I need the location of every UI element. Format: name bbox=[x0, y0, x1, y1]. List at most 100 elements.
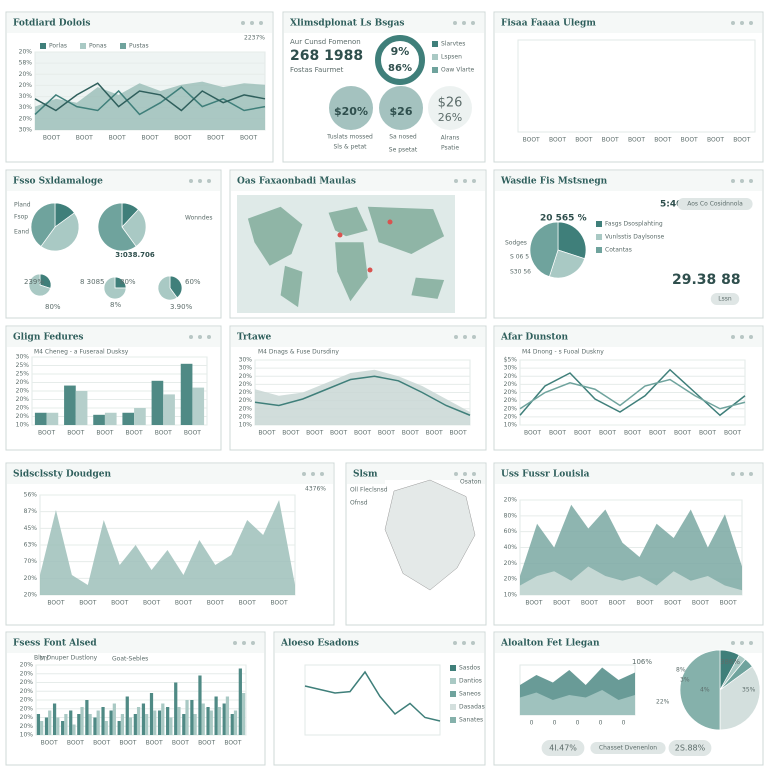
header-icon bbox=[251, 641, 255, 645]
panel-header bbox=[7, 464, 333, 484]
note: 20 565 % bbox=[540, 214, 587, 224]
bar bbox=[149, 693, 154, 735]
x-label: BOOT bbox=[681, 137, 698, 144]
bar bbox=[52, 703, 57, 735]
panel-title: Afar Dunston bbox=[500, 333, 569, 343]
bar bbox=[230, 714, 234, 735]
bar bbox=[109, 710, 113, 735]
note: Psatie bbox=[441, 145, 459, 152]
header-icon bbox=[472, 472, 476, 476]
note: 60% bbox=[185, 278, 201, 286]
button bbox=[590, 742, 666, 754]
button bbox=[677, 198, 753, 210]
y-label: 20% bbox=[20, 679, 34, 686]
bar bbox=[101, 707, 105, 735]
note: 29.38 88 bbox=[672, 272, 741, 288]
kpi-circle bbox=[428, 86, 472, 130]
note: 8% bbox=[676, 667, 686, 674]
x-label: 0 bbox=[599, 720, 603, 727]
panel-header bbox=[7, 171, 220, 191]
panel-title: Sidsclssty Doudgen bbox=[13, 470, 111, 480]
note: Goat-Sebles bbox=[112, 656, 148, 663]
legend-swatch bbox=[596, 247, 602, 253]
x-label: BOOT bbox=[402, 430, 419, 437]
legend-label: Dantios bbox=[459, 678, 482, 685]
legend-swatch bbox=[450, 665, 456, 671]
x-label: BOOT bbox=[282, 430, 299, 437]
bar bbox=[64, 714, 68, 735]
x-label: BOOT bbox=[575, 137, 592, 144]
y-label: 25% bbox=[16, 371, 30, 378]
line bbox=[254, 375, 471, 416]
note: Eand bbox=[14, 229, 29, 236]
note: 8% bbox=[110, 301, 121, 309]
y-label: 20% bbox=[19, 49, 33, 56]
panel-header bbox=[275, 633, 484, 653]
area bbox=[40, 500, 295, 595]
y-label: 20% bbox=[16, 379, 30, 386]
x-label: BOOT bbox=[378, 430, 395, 437]
panel-title: Fsess Font Alsed bbox=[13, 639, 97, 649]
y-label: 20% bbox=[20, 705, 34, 712]
bar bbox=[241, 693, 246, 735]
y-label: 20% bbox=[504, 405, 518, 412]
y-label: 20% bbox=[239, 397, 253, 404]
land bbox=[384, 479, 476, 591]
panel-title: Glign Fedures bbox=[13, 333, 84, 343]
bar bbox=[64, 385, 76, 425]
header-icon bbox=[731, 472, 735, 476]
header-icon bbox=[242, 641, 246, 645]
y-label: 80% bbox=[504, 512, 518, 519]
legend-label: Lspsen bbox=[441, 54, 462, 61]
x-label: 0 bbox=[622, 720, 626, 727]
header-icon bbox=[302, 472, 306, 476]
header-icon bbox=[731, 21, 735, 25]
y-label: 60% bbox=[504, 528, 518, 535]
bar bbox=[136, 707, 141, 735]
x-label: BOOT bbox=[692, 600, 709, 607]
x-label: BOOT bbox=[449, 430, 466, 437]
pie-slice bbox=[719, 665, 761, 731]
panel-title: Aloeso Esadons bbox=[280, 639, 359, 649]
header-icon bbox=[749, 21, 753, 25]
bar bbox=[40, 721, 44, 735]
legend-swatch bbox=[596, 234, 602, 240]
panel-title: Aloalton Fet Llegan bbox=[500, 639, 600, 649]
pie-slice bbox=[121, 209, 147, 247]
bar bbox=[169, 717, 173, 735]
note: Alrans bbox=[441, 135, 460, 142]
bar bbox=[96, 710, 100, 735]
bar bbox=[217, 707, 221, 735]
legend-swatch bbox=[80, 43, 86, 49]
note: 3% bbox=[680, 677, 690, 684]
note: Fostas Faurmet bbox=[290, 66, 344, 74]
y-label: 20% bbox=[504, 413, 518, 420]
y-label: 20% bbox=[16, 405, 30, 412]
bar bbox=[117, 721, 121, 735]
panel-header bbox=[495, 633, 762, 653]
y-label: 20% bbox=[504, 576, 518, 583]
bar bbox=[93, 717, 97, 735]
bar bbox=[104, 721, 108, 735]
bar bbox=[36, 714, 41, 735]
pie-slice bbox=[103, 276, 127, 300]
legend-label: Dasadas bbox=[459, 704, 485, 711]
note: 4I.47% bbox=[549, 744, 577, 753]
x-label: BOOT bbox=[733, 137, 750, 144]
bar bbox=[193, 714, 197, 735]
header-icon bbox=[250, 21, 254, 25]
y-label: 20% bbox=[20, 688, 34, 695]
y-label: 20% bbox=[239, 413, 253, 420]
x-label: BOOT bbox=[426, 430, 443, 437]
header-icon bbox=[740, 641, 744, 645]
legend-swatch bbox=[450, 678, 456, 684]
bar bbox=[134, 408, 146, 425]
header-icon bbox=[259, 21, 263, 25]
note: Chasset Dvenenlon bbox=[599, 745, 657, 752]
land bbox=[280, 265, 303, 308]
bar bbox=[192, 387, 205, 425]
header-icon bbox=[731, 335, 735, 339]
x-label: BOOT bbox=[624, 430, 641, 437]
bar bbox=[145, 714, 149, 735]
panel-title: Fsso Sxldamaloge bbox=[13, 177, 103, 187]
